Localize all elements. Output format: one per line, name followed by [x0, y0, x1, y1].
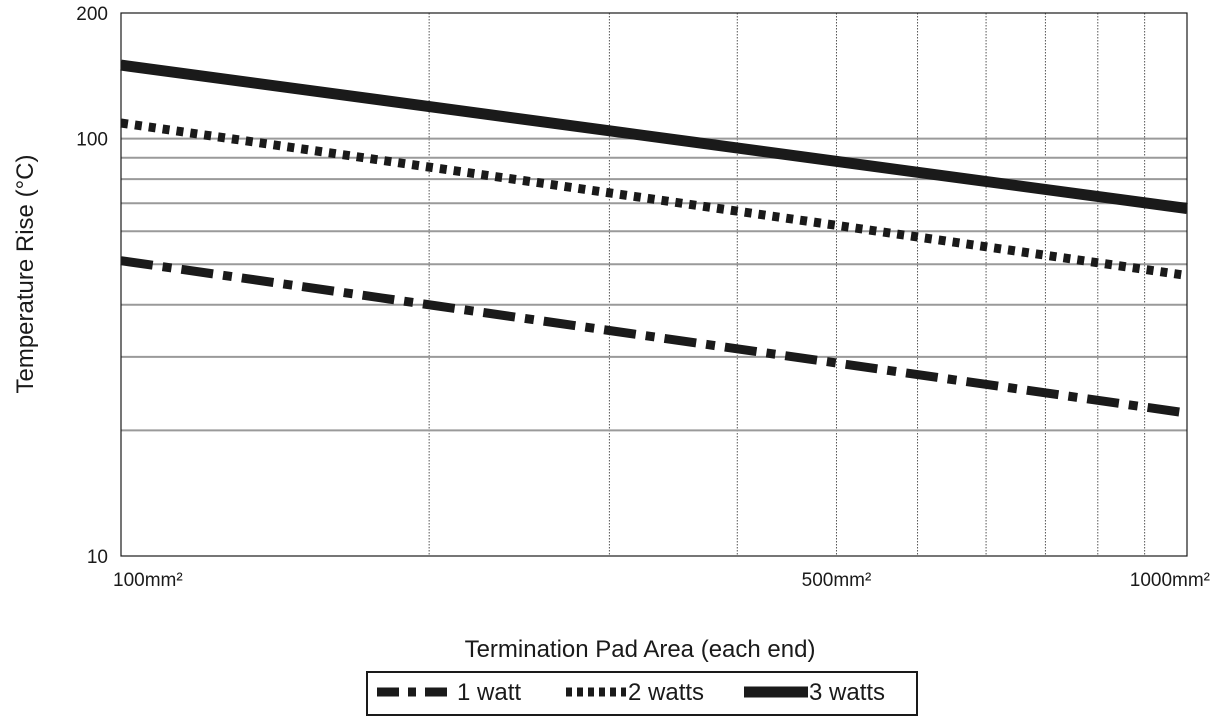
- y-tick-label: 200: [76, 4, 108, 25]
- x-tick-label: 1000mm²: [1130, 570, 1210, 591]
- legend-box: [366, 671, 918, 716]
- legend: 1 watt 2 watts 3 watts: [366, 671, 918, 716]
- series-line-1: [120, 256, 1188, 418]
- y-axis-title: Temperature Rise (°C): [12, 155, 39, 394]
- series-layer: [120, 59, 1188, 418]
- legend-label-2: 2 watts: [628, 679, 704, 706]
- x-tick-label: 500mm²: [802, 570, 872, 591]
- plot-frame: [120, 12, 1188, 557]
- y-tick-labels: 10 100 200: [76, 4, 108, 568]
- x-tick-label: 100mm²: [113, 570, 183, 591]
- legend-label-1: 1 watt: [457, 679, 521, 706]
- y-tick-label: 100: [76, 130, 108, 151]
- x-tick-labels: 100mm² 500mm² 1000mm²: [113, 570, 1210, 591]
- legend-label-3: 3 watts: [809, 679, 885, 706]
- series-line-2: [120, 118, 1188, 280]
- x-axis-title: Termination Pad Area (each end): [465, 636, 816, 663]
- series-line-3: [120, 59, 1188, 214]
- vertical-gridlines: [428, 13, 1146, 556]
- y-tick-label: 10: [87, 547, 108, 568]
